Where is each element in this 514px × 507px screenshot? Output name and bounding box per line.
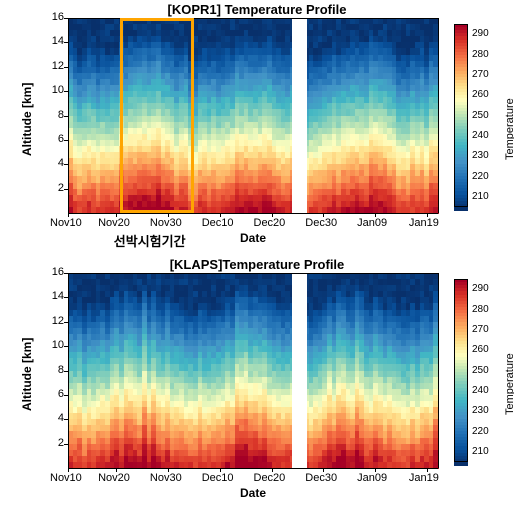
colorbar-tick-label: 260 (472, 89, 489, 100)
x-tick (168, 213, 169, 217)
y-tick-label: 14 (52, 35, 64, 47)
x-tick-label: Jan19 (409, 217, 439, 229)
x-tick (116, 213, 117, 217)
y-tick-label: 12 (52, 60, 64, 72)
y-tick-label: 10 (52, 84, 64, 96)
panel-title: [KOPR1] Temperature Profile (0, 2, 514, 17)
colorbar-tick-label: 280 (472, 49, 489, 60)
colorbar-tick-label: 290 (472, 28, 489, 39)
x-tick-label: Dec30 (305, 217, 337, 229)
colorbar-tick-label: 220 (472, 171, 489, 182)
y-tick-label: 4 (58, 157, 64, 169)
y-tick-label: 6 (58, 133, 64, 145)
colorbar-tick-label: 240 (472, 130, 489, 141)
x-tick (220, 213, 221, 217)
x-tick-label: Nov10 (50, 217, 82, 229)
colorbar-tick-label: 230 (472, 150, 489, 161)
axis-line (68, 213, 438, 214)
colorbar-tick-label: 270 (472, 69, 489, 80)
x-tick-label: Jan09 (357, 217, 387, 229)
y-tick-label: 16 (52, 11, 64, 23)
annotation-box (120, 18, 194, 213)
y-tick (64, 18, 68, 19)
x-tick (68, 213, 69, 217)
colorbar-border (454, 24, 468, 207)
x-tick (323, 213, 324, 217)
x-tick-label: Dec10 (202, 217, 234, 229)
y-tick-label: 2 (58, 182, 64, 194)
colorbar-label: Temperature [K] (504, 98, 514, 160)
y-tick-label: 8 (58, 109, 64, 121)
y-axis-label: Altitude [km] (20, 82, 34, 155)
y-tick (64, 164, 68, 165)
y-tick (64, 140, 68, 141)
axis-line (438, 18, 439, 213)
y-tick (64, 67, 68, 68)
data-gap (292, 18, 307, 213)
axis-line (68, 18, 69, 213)
y-tick (64, 91, 68, 92)
x-tick (375, 213, 376, 217)
colorbar-tick-label: 250 (472, 110, 489, 121)
x-tick-label: Dec20 (254, 217, 286, 229)
colorbar-tick-label: 210 (472, 191, 489, 202)
colorbar-cell (454, 207, 468, 211)
y-tick (64, 189, 68, 190)
x-tick (427, 213, 428, 217)
annotation-label: 선박시험기간 (114, 231, 186, 250)
x-tick-label: Nov30 (150, 217, 182, 229)
x-tick-label: Nov20 (98, 217, 130, 229)
x-tick (272, 213, 273, 217)
y-tick (64, 42, 68, 43)
y-tick (64, 116, 68, 117)
panel-title: [KLAPS]Temperature Profile (0, 257, 514, 272)
